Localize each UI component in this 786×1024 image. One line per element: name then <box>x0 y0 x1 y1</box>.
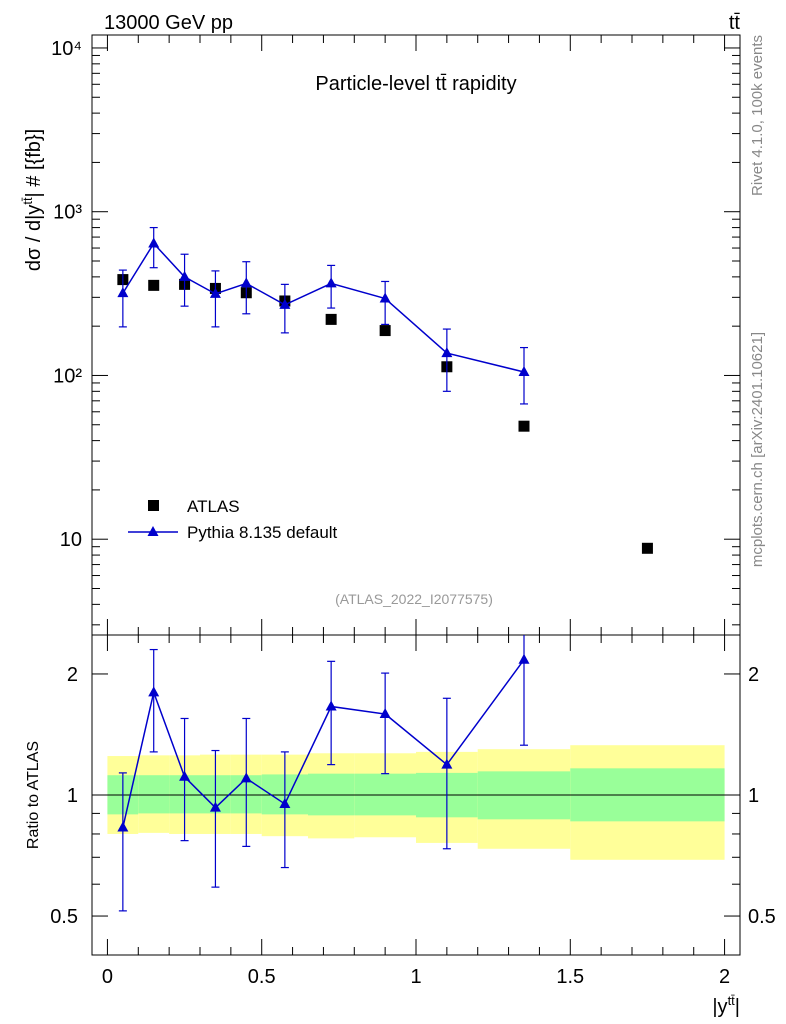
mcplots-label: mcplots.cern.ch [arXiv:2401.10621] <box>749 332 766 567</box>
ratio-y-tick-label-right: 2 <box>748 664 759 686</box>
ratio-data-point <box>209 801 221 812</box>
ratio-y-tick-label-left: 2 <box>67 664 78 686</box>
atlas-data-point <box>148 279 160 291</box>
x-tick-label: 1.5 <box>556 966 584 988</box>
ratio-data-point <box>240 772 252 783</box>
pythia-data-point <box>518 365 530 376</box>
pythia-data-point <box>325 277 337 288</box>
atlas-data-point <box>641 542 653 554</box>
pythia-data-point <box>209 287 221 298</box>
legend-marker-pythia <box>147 526 159 536</box>
ratio-data-point <box>325 700 337 711</box>
legend-label-pythia: Pythia 8.135 default <box>187 523 338 542</box>
main-y-axis-label: dσ / d|ytt̄| # [{fb}] <box>20 129 45 271</box>
x-tick-label: 0.5 <box>248 966 276 988</box>
ratio-y-axis-label: Ratio to ATLAS <box>25 741 42 849</box>
pythia-data-point <box>379 292 391 303</box>
ratio-data-point <box>441 758 453 769</box>
main-y-tick-label: 10² <box>53 365 82 387</box>
legend: ATLAS Pythia 8.135 default <box>128 497 338 542</box>
pythia-data-point <box>441 347 453 358</box>
rivet-version-label: Rivet 4.1.0, 100k events <box>749 35 766 196</box>
ratio-y-tick-label-left: 0.5 <box>50 906 78 928</box>
x-tick-label: 0 <box>102 966 113 988</box>
ratio-data-point <box>279 797 291 808</box>
atlas-data-point <box>379 325 391 337</box>
energy-label: 13000 GeV pp <box>104 12 233 34</box>
main-series <box>117 226 653 554</box>
main-y-tick-label: 10 <box>60 529 82 551</box>
pythia-data-point <box>240 277 252 288</box>
ratio-data-point <box>518 653 530 664</box>
ratio-data-point <box>179 770 191 781</box>
x-axis-label: |ytt̄| <box>712 993 740 1018</box>
pythia-data-point <box>179 270 191 281</box>
ratio-bands <box>107 745 725 860</box>
x-tick-label: 1 <box>410 966 421 988</box>
legend-label-atlas: ATLAS <box>187 497 240 516</box>
main-ticks: 10 10² 10³ 10⁴ <box>51 35 740 635</box>
main-y-tick-label: 10³ <box>53 202 82 224</box>
ratio-inner-band <box>138 775 170 814</box>
x-tick-label: 2 <box>719 966 730 988</box>
atlas-data-point <box>518 420 530 432</box>
ratio-series <box>117 635 530 912</box>
legend-marker-atlas <box>148 500 159 511</box>
ratio-line <box>122 659 525 828</box>
ratio-y-tick-label-right: 0.5 <box>748 906 776 928</box>
pythia-data-point <box>148 237 160 248</box>
analysis-watermark: (ATLAS_2022_I2077575) <box>335 591 493 607</box>
pythia-data-point <box>117 287 129 298</box>
ratio-panel: 0.5 0.5 1 1 2 2 0 0.5 1 1.5 2 Ratio to ATLAS |ytt̄… <box>25 634 776 1018</box>
atlas-data-point <box>325 313 337 325</box>
ratio-y-tick-label-right: 1 <box>748 785 759 807</box>
main-plot-title: Particle-level tt̄ rapidity <box>315 73 516 95</box>
ratio-data-point <box>148 686 160 697</box>
pythia-line <box>122 242 525 373</box>
ratio-ticks: 0.5 0.5 1 1 2 2 0 0.5 1 1.5 2 <box>50 635 776 988</box>
ratio-y-tick-label-left: 1 <box>67 785 78 807</box>
process-label: tt̄ <box>729 12 741 34</box>
main-y-tick-label: 10⁴ <box>51 38 82 60</box>
ratio-data-point <box>379 708 391 719</box>
pythia-data-point <box>279 298 291 309</box>
ratio-data-point <box>117 821 129 832</box>
